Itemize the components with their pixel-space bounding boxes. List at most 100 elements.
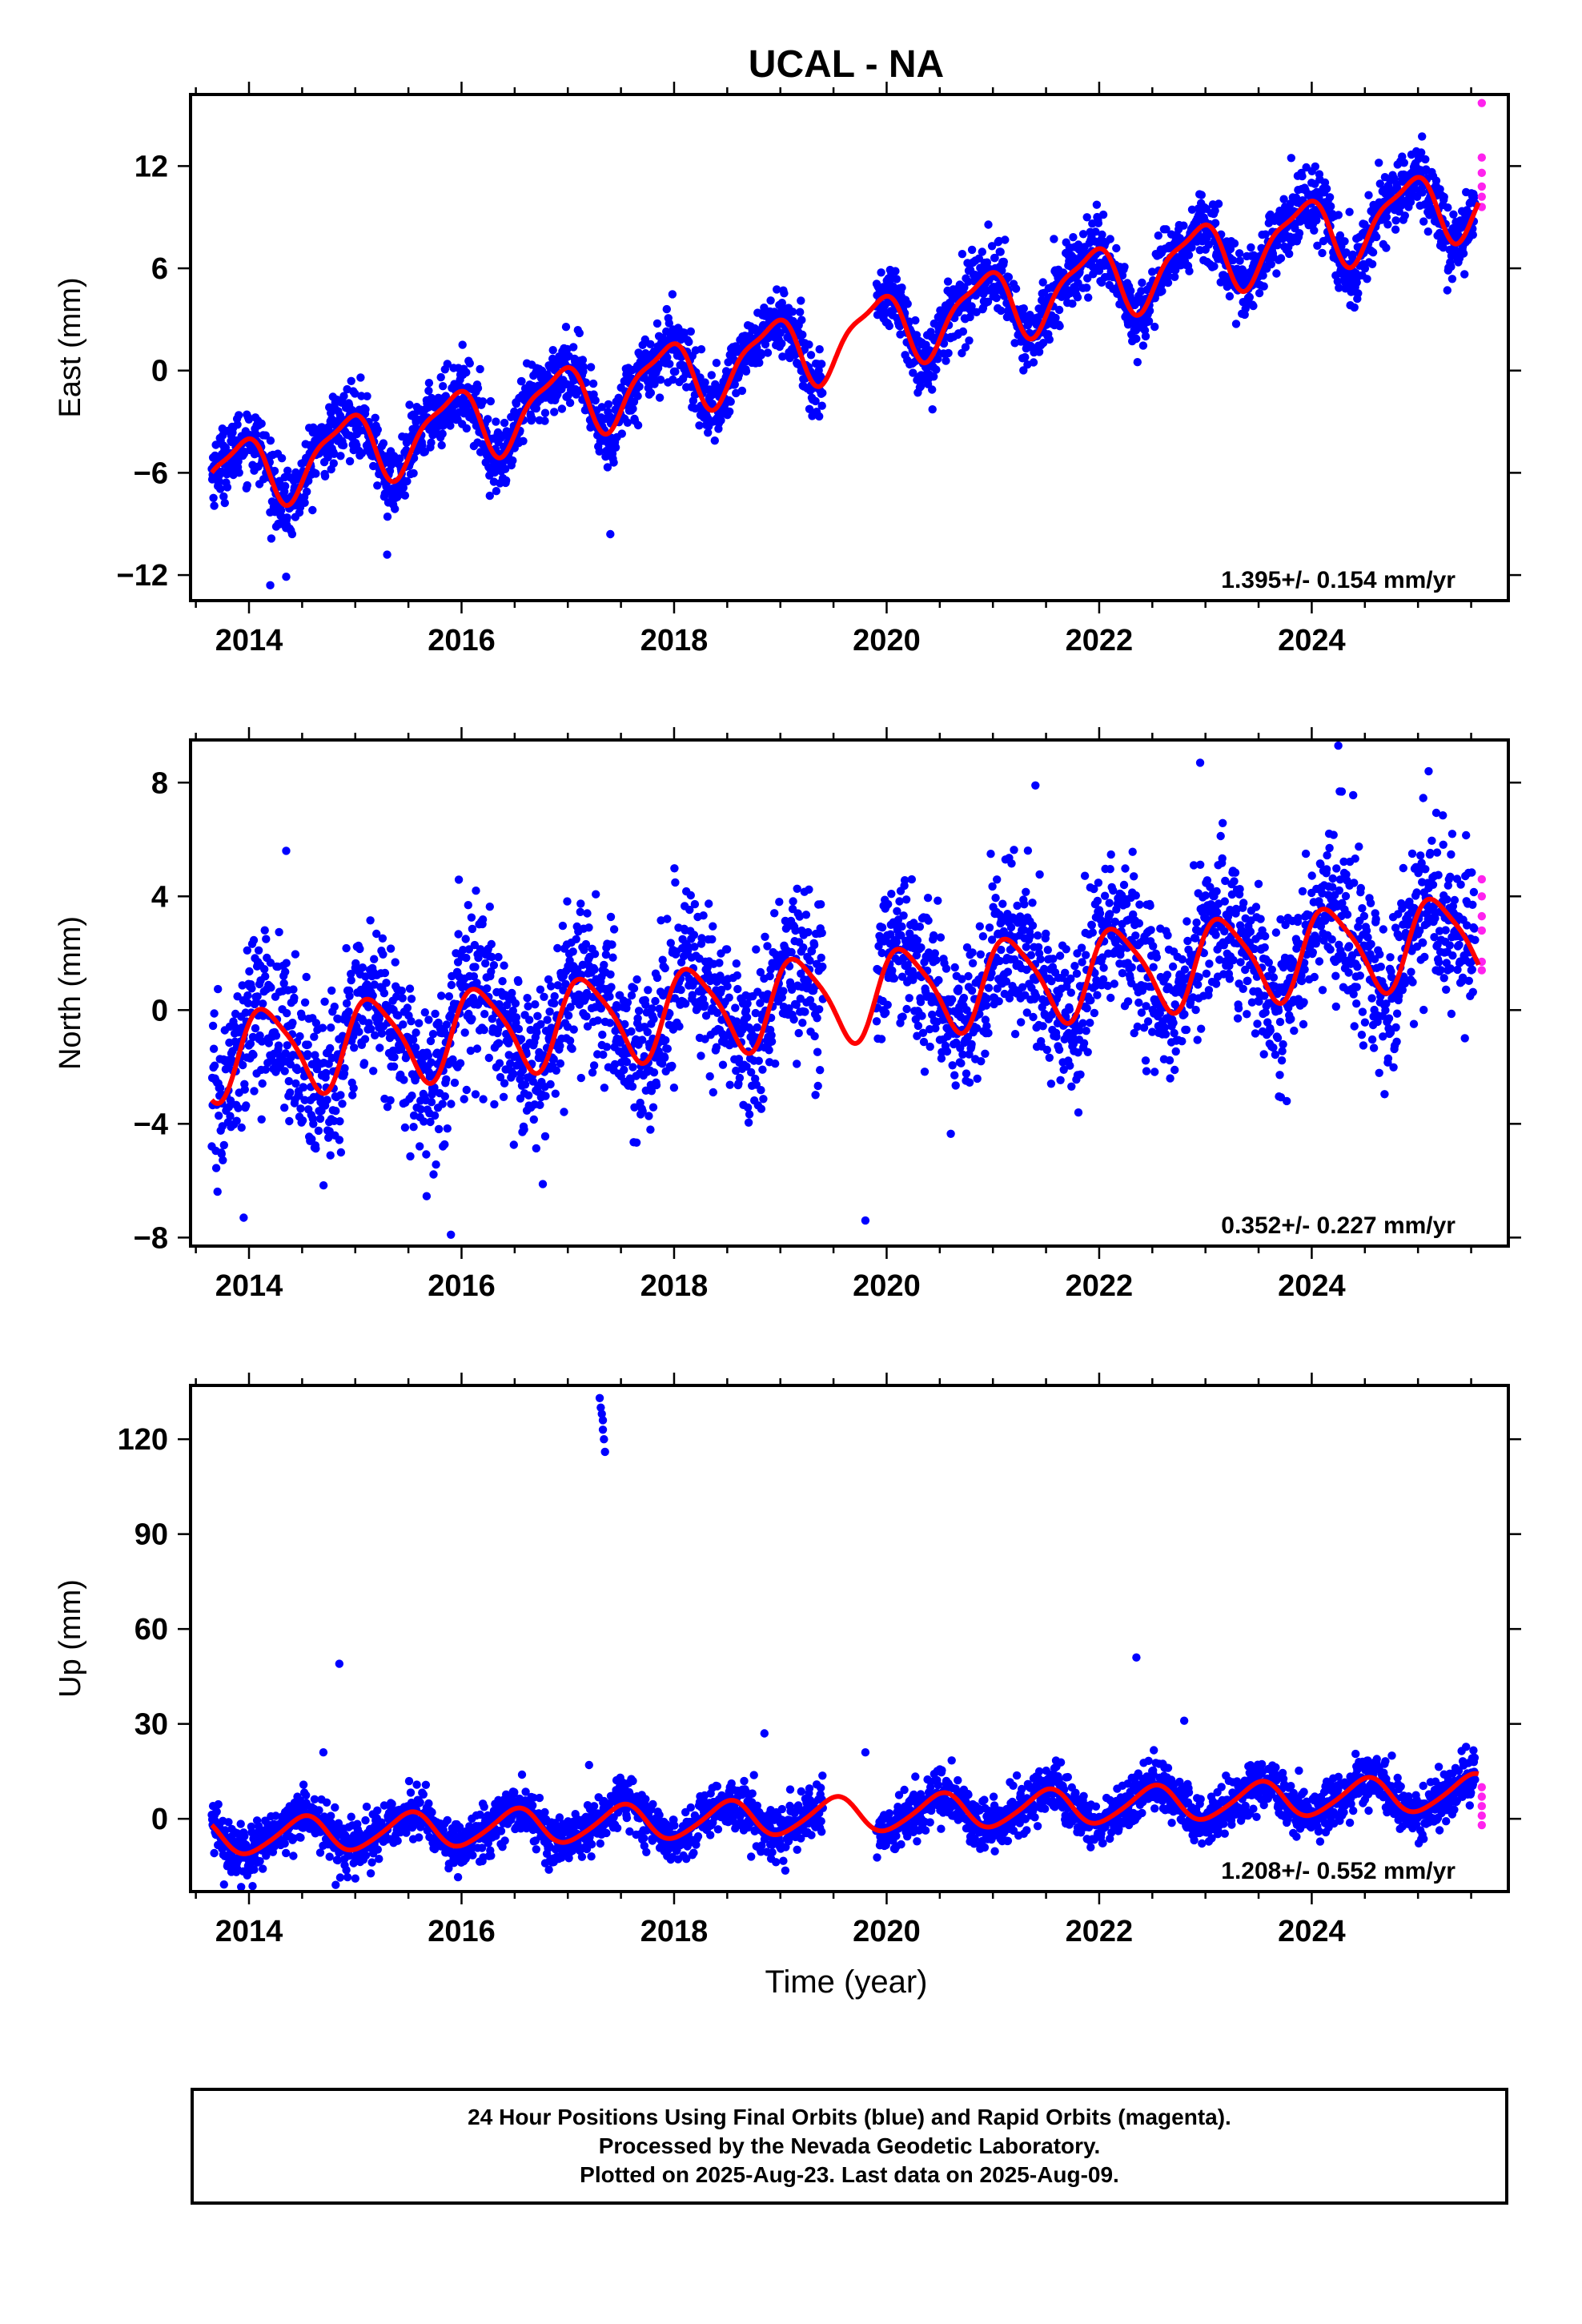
data-point xyxy=(813,1081,822,1091)
data-point xyxy=(684,943,693,951)
data-point xyxy=(329,459,338,468)
data-point xyxy=(1360,264,1370,273)
data-point xyxy=(403,476,412,486)
data-point xyxy=(540,408,550,417)
data-point xyxy=(982,1001,991,1010)
data-point xyxy=(399,483,408,493)
data-point xyxy=(1042,1045,1052,1055)
data-point xyxy=(903,300,912,308)
data-point xyxy=(1210,262,1219,271)
data-point xyxy=(1225,292,1235,301)
data-point xyxy=(813,1014,821,1023)
data-point xyxy=(355,1027,363,1036)
data-point xyxy=(416,1105,425,1114)
data-point xyxy=(210,1009,219,1018)
data-point xyxy=(686,327,695,336)
data-point xyxy=(320,472,330,480)
data-point xyxy=(968,959,978,968)
data-point xyxy=(1082,213,1091,222)
data-point xyxy=(216,1084,225,1092)
data-point xyxy=(603,463,612,472)
final-orbit-points xyxy=(207,99,1487,590)
data-point xyxy=(550,999,559,1008)
data-point xyxy=(579,362,588,372)
data-point xyxy=(1230,239,1239,248)
data-point xyxy=(361,405,370,414)
data-point xyxy=(586,363,596,372)
data-point xyxy=(891,267,900,275)
data-point xyxy=(1106,235,1114,243)
data-point xyxy=(1187,205,1197,214)
data-point xyxy=(338,1100,347,1108)
data-point xyxy=(661,1053,669,1063)
data-point xyxy=(807,947,817,956)
data-point xyxy=(1098,210,1108,219)
x-tick-label: 2014 xyxy=(215,624,283,657)
data-point xyxy=(1312,216,1321,225)
data-point xyxy=(572,935,580,944)
data-point xyxy=(1170,272,1179,281)
data-point xyxy=(1164,271,1173,281)
data-point xyxy=(801,1007,809,1016)
data-point xyxy=(1340,237,1349,246)
data-point xyxy=(434,1124,444,1134)
data-point xyxy=(609,458,618,467)
data-point xyxy=(1094,219,1103,227)
data-point xyxy=(605,1019,615,1027)
data-point xyxy=(898,1012,907,1021)
data-point xyxy=(311,469,320,478)
data-point xyxy=(1036,955,1045,963)
data-point xyxy=(1327,202,1335,211)
data-point xyxy=(992,293,1001,303)
data-point xyxy=(942,964,951,973)
data-point xyxy=(243,480,251,490)
data-point xyxy=(592,890,600,899)
data-point xyxy=(407,1017,416,1026)
data-point xyxy=(581,939,591,949)
data-point xyxy=(379,950,387,959)
data-point xyxy=(1348,250,1357,259)
data-point xyxy=(809,940,819,950)
data-point xyxy=(699,911,708,920)
data-point xyxy=(556,1041,564,1051)
data-point xyxy=(793,884,801,894)
data-point xyxy=(361,972,370,981)
data-point xyxy=(536,985,545,994)
data-point xyxy=(737,386,747,396)
data-point xyxy=(633,1014,642,1023)
data-point xyxy=(965,336,974,345)
data-point xyxy=(926,1042,934,1051)
data-point xyxy=(1417,148,1426,157)
data-point xyxy=(649,1068,659,1077)
data-point xyxy=(442,1075,451,1084)
data-point xyxy=(428,1030,438,1039)
y-tick-label: 6 xyxy=(151,252,168,286)
data-point xyxy=(561,323,571,332)
data-point xyxy=(1112,243,1121,253)
data-point xyxy=(400,1123,410,1132)
rapid-orbit-point xyxy=(1477,192,1487,201)
data-point xyxy=(606,912,616,922)
data-point xyxy=(405,984,415,993)
data-point xyxy=(884,899,893,909)
data-point xyxy=(311,1051,319,1059)
data-point xyxy=(564,1011,573,1020)
data-point xyxy=(575,328,584,338)
data-point xyxy=(1043,946,1053,955)
data-point xyxy=(930,949,940,958)
data-point xyxy=(997,945,1006,955)
data-point xyxy=(1279,195,1288,203)
data-point xyxy=(630,1103,639,1112)
data-point xyxy=(468,1015,476,1023)
data-point xyxy=(693,1003,703,1012)
data-point xyxy=(512,1013,521,1022)
data-point xyxy=(1419,217,1428,226)
data-point xyxy=(299,1083,308,1092)
data-point xyxy=(1001,235,1010,244)
data-point xyxy=(406,1152,415,1161)
data-point xyxy=(628,1082,637,1092)
data-point xyxy=(644,1112,653,1120)
data-point xyxy=(283,466,292,475)
data-point xyxy=(652,319,662,328)
